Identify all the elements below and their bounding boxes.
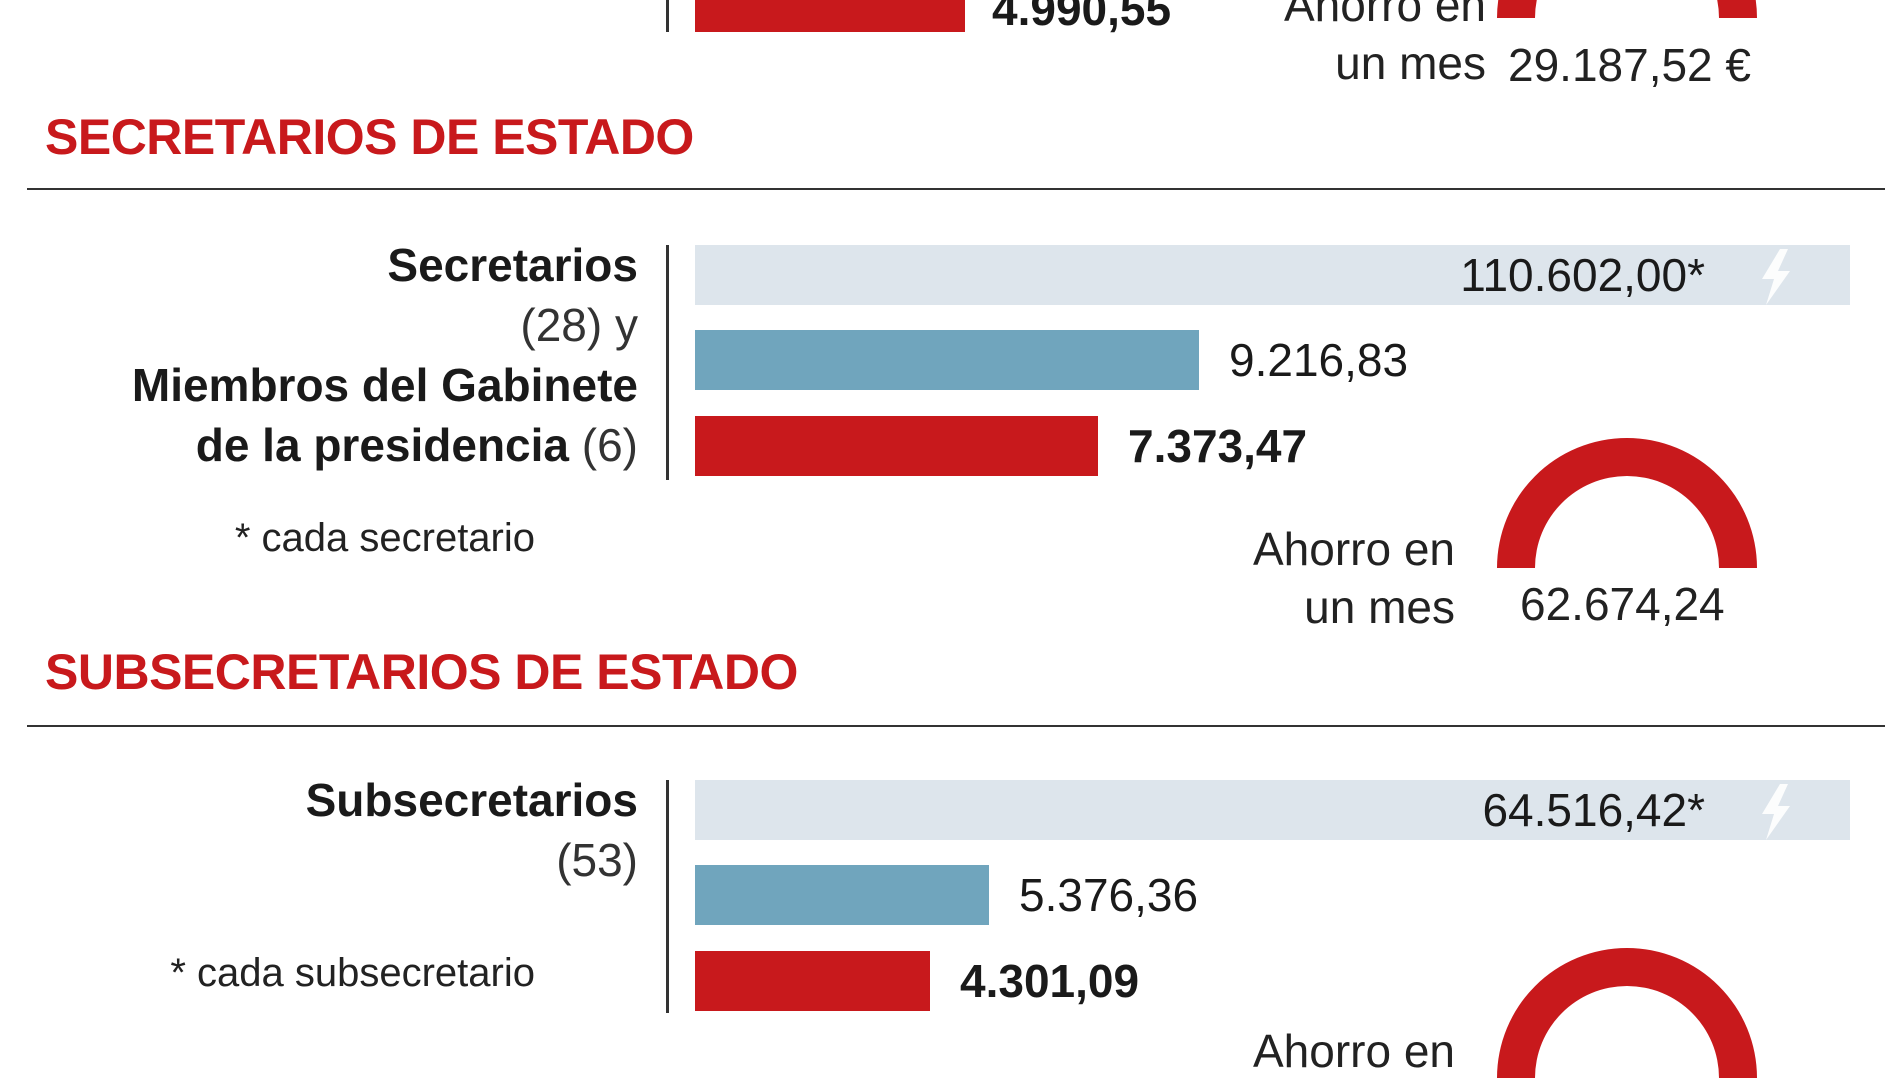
value-label-current: 4.301,09 <box>960 955 1140 1007</box>
row-label-line: (53) <box>306 830 638 890</box>
saving-label: Ahorro en un mes <box>1284 0 1486 92</box>
value-label-current: 7.373,47 <box>1128 420 1308 472</box>
saving-label-line: un mes <box>1335 37 1486 89</box>
bar-annual <box>695 245 1850 305</box>
row-label-text: (6) <box>569 419 638 471</box>
value-label-annual: 110.602,00* <box>1460 249 1705 301</box>
bar-previous <box>695 865 989 925</box>
lightning-icon <box>1762 249 1790 305</box>
section-rule <box>27 188 1885 190</box>
row-label-text: Miembros del Gabinete <box>131 359 638 411</box>
value-label-previous: 5.376,36 <box>1019 869 1199 921</box>
row-label-text: (53) <box>556 834 638 886</box>
divider-line <box>666 780 669 1013</box>
footnote: * cada subsecretario <box>170 951 535 995</box>
bar-current <box>695 951 930 1011</box>
section-title: SUBSECRETARIOS DE ESTADO <box>45 644 798 700</box>
row-label: Secretarios (28) y Miembros del Gabinete de… <box>132 235 638 475</box>
value-label-annual: 64.516,42* <box>1482 784 1705 836</box>
row-label-line: (28) y <box>132 295 638 355</box>
saving-label-line: Ahorro en <box>1283 0 1486 31</box>
row-label-line: Subsecretarios <box>306 770 638 830</box>
saving-gauge <box>1497 438 1757 568</box>
divider-line <box>666 0 669 32</box>
bar-previous <box>695 330 1199 390</box>
bar-annual <box>695 780 1850 840</box>
lightning-icon <box>1762 784 1790 840</box>
section-rule <box>27 725 1885 727</box>
row-label-text: Secretarios <box>387 239 638 291</box>
row-label-line: Miembros del Gabinete <box>132 355 638 415</box>
saving-label-line: Ahorro en <box>1252 1025 1455 1077</box>
section-title: SECRETARIOS DE ESTADO <box>45 109 694 165</box>
divider-line <box>666 245 669 480</box>
row-label-line: de la presidencia (6) <box>132 415 638 475</box>
row-label-line: Secretarios <box>132 235 638 295</box>
saving-label: Ahorro en un mes <box>1253 520 1455 636</box>
saving-label-line: un mes <box>1304 581 1455 633</box>
saving-gauge-arc <box>1497 438 1757 568</box>
row-label-text: (28) y <box>520 299 638 351</box>
saving-value: 29.187,52 € <box>1508 39 1752 91</box>
saving-gauge-arc <box>1497 948 1757 1078</box>
saving-gauge <box>1497 0 1757 18</box>
saving-gauge <box>1497 948 1757 1078</box>
saving-label: Ahorro en <box>1253 1022 1455 1080</box>
row-label-text: Subsecretarios <box>305 774 638 826</box>
row-label: Subsecretarios (53) <box>306 770 638 890</box>
value-label-current: 4.990,55 <box>992 0 1172 35</box>
value-label-previous: 9.216,83 <box>1229 334 1409 386</box>
saving-gauge-arc <box>1497 0 1757 18</box>
bar-current <box>695 0 965 32</box>
saving-value: 62.674,24 <box>1520 578 1725 630</box>
bar-current <box>695 416 1098 476</box>
saving-label-line: Ahorro en <box>1252 523 1455 575</box>
footnote: * cada secretario <box>234 516 535 560</box>
row-label-text: de la presidencia <box>195 419 569 471</box>
